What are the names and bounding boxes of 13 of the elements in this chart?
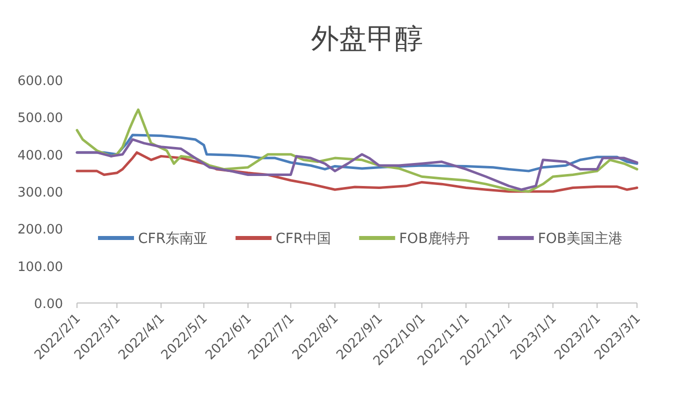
y-tick-label: 500.00	[18, 111, 63, 126]
legend-label: CFR东南亚	[138, 231, 208, 247]
legend-label: FOB美国主港	[538, 231, 622, 247]
y-tick-label: 400.00	[18, 148, 63, 164]
legend-label: CFR中国	[276, 231, 332, 247]
legend-label: FOB鹿特丹	[399, 231, 470, 247]
y-tick-label: 300.00	[18, 186, 63, 200]
y-tick-label: 600.00	[18, 74, 63, 89]
line-series	[76, 138, 638, 191]
y-tick-label: 0.00	[34, 297, 63, 312]
y-tick-label: 200.00	[18, 222, 63, 238]
y-tick-label: 100.00	[18, 260, 63, 275]
chart-title: 外盘甲醇	[311, 22, 423, 55]
